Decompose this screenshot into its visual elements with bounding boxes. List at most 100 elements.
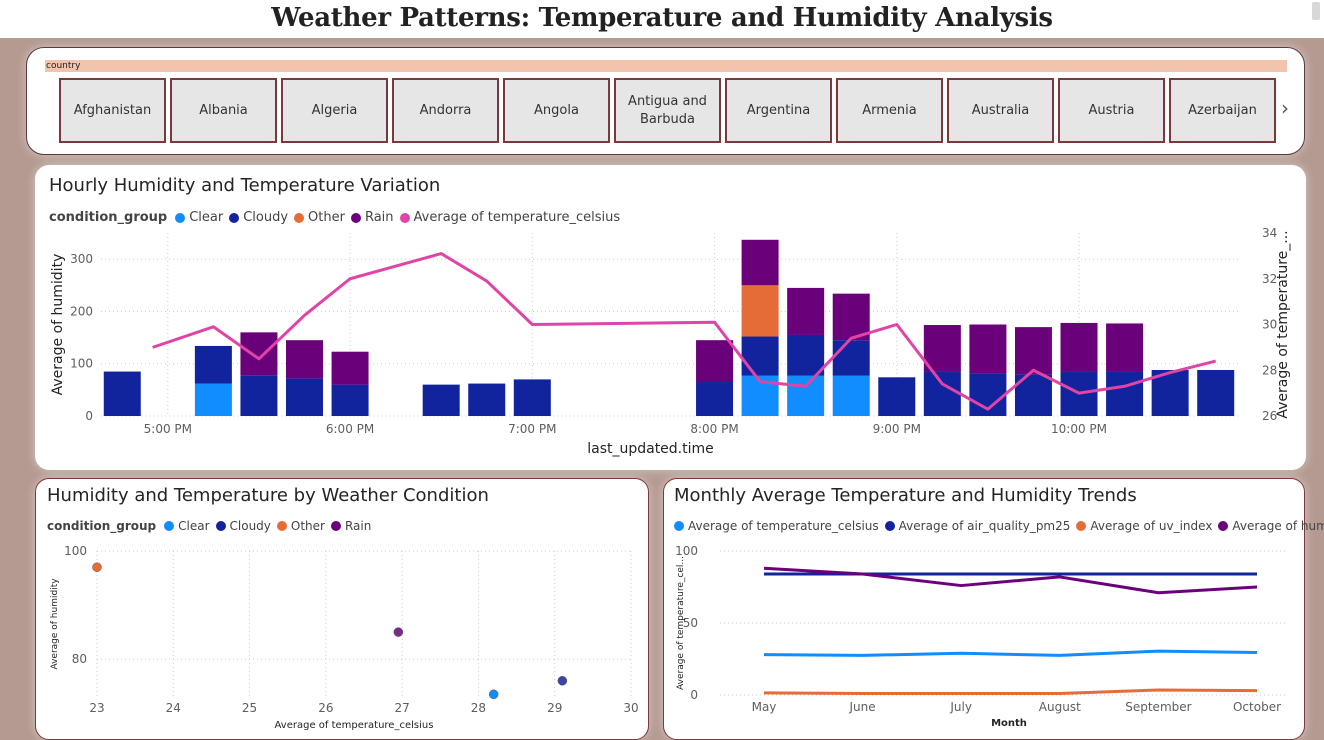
legend-item-temperature[interactable]: Average of temperature_celsius [674, 519, 879, 533]
country-tile[interactable]: Australia [947, 78, 1054, 143]
legend-item-other[interactable]: Other [294, 210, 345, 225]
chevron-right-icon[interactable]: › [1281, 96, 1289, 120]
y-tick-label: 80 [72, 652, 87, 666]
scatter-chart-card: Humidity and Temperature by Weather Cond… [35, 478, 649, 740]
legend-item-rain[interactable]: Rain [350, 210, 394, 225]
legend-dot-icon [1076, 521, 1087, 531]
legend-item-other[interactable]: Other [276, 519, 325, 533]
x-tick-label: August [1039, 700, 1081, 714]
scatter-chart-plot[interactable]: 80 100 23 24 25 26 27 28 29 30 Average of temperat… [36, 479, 650, 740]
country-slicer: country Afghanistan Albania Algeria Andorra… [26, 47, 1305, 155]
y-tick-label: 0 [690, 688, 698, 702]
bar-segment-cloudy [240, 375, 278, 416]
slicer-header: country [45, 60, 1287, 72]
series-line-0 [763, 649, 1258, 657]
y-tick-label: 100 [675, 544, 698, 558]
country-tile[interactable]: Afghanistan [59, 78, 166, 143]
country-tile[interactable]: Antigua and Barbuda [614, 78, 721, 143]
country-tile[interactable]: Angola [503, 78, 610, 143]
legend-label: Other [290, 519, 325, 533]
scatter-point-cloudy [557, 676, 568, 686]
y-tick-label: 50 [683, 616, 698, 630]
x-axis-label: Month [991, 718, 1027, 729]
bar-segment-cloudy [923, 371, 961, 416]
bar-segment-other [741, 285, 779, 337]
bar-segment-rain [240, 332, 278, 376]
bar-segment-rain [741, 239, 779, 286]
legend-dot-icon [674, 521, 684, 531]
country-tile[interactable]: Austria [1058, 78, 1165, 143]
legend-dot-icon [276, 521, 287, 531]
bar-segment-cloudy [331, 384, 369, 416]
legend-item-clear[interactable]: Clear [175, 210, 223, 225]
x-tick-label: 8:00 PM [690, 422, 738, 436]
bar-segment-cloudy [787, 334, 825, 376]
country-tile[interactable]: Argentina [725, 78, 832, 143]
x-tick-label: 27 [395, 701, 410, 715]
legend-label: Average of humidity [1232, 519, 1324, 533]
bar-segment-rain [286, 340, 324, 379]
legend-label: Cloudy [243, 210, 289, 225]
hourly-chart-card: Hourly Humidity and Temperature Variatio… [35, 165, 1306, 470]
legend-label: Rain [344, 519, 372, 533]
legend-dot-icon [229, 212, 240, 223]
legend-label: Other [308, 210, 345, 225]
legend-item-cloudy[interactable]: Cloudy [215, 519, 271, 533]
monthly-chart-plot[interactable]: 0 50 100 May June July August September October M… [664, 479, 1306, 740]
bar-segment-rain [1106, 323, 1144, 372]
x-tick-label: 29 [547, 701, 562, 715]
hourly-chart-plot[interactable]: 0 100 200 300 26 28 30 32 34 5:00 PM 6:00 PM 7:00 P… [35, 165, 1306, 470]
legend-label: Average of air_quality_pm25 [898, 519, 1071, 533]
bar-segment-clear [832, 375, 870, 416]
legend-dot-icon [215, 521, 226, 531]
scrollbar-thumb[interactable] [1312, 2, 1320, 20]
series-line-3 [763, 566, 1258, 595]
monthly-legend: Average of temperature_celsius Average o… [674, 519, 1324, 533]
country-tile[interactable]: Albania [170, 78, 277, 143]
country-tile[interactable]: Andorra [392, 78, 499, 143]
legend-label: Clear [189, 210, 224, 225]
x-tick-label: 6:00 PM [326, 422, 374, 436]
scatter-point-other [92, 562, 102, 572]
bar-segment-cloudy [832, 340, 870, 376]
x-tick-label: June [849, 700, 876, 714]
bar-segment-rain [1014, 327, 1052, 375]
scatter-chart-title: Humidity and Temperature by Weather Cond… [47, 485, 489, 506]
legend-label: Rain [364, 210, 394, 225]
country-tile[interactable]: Armenia [836, 78, 943, 143]
legend-dot-icon [884, 521, 895, 531]
x-tick-label: 10:00 PM [1051, 422, 1107, 436]
x-axis-label: last_updated.time [587, 441, 714, 457]
legend-item-uv[interactable]: Average of uv_index [1076, 519, 1212, 533]
bar-segment-cloudy [1197, 369, 1235, 416]
hourly-chart-title: Hourly Humidity and Temperature Variatio… [49, 175, 441, 196]
bar-segment-rain [832, 293, 870, 341]
x-tick-label: 28 [471, 701, 486, 715]
legend-label: Average of temperature_celsius [413, 210, 621, 225]
title-bar: Weather Patterns: Temperature and Humidi… [0, 0, 1324, 38]
legend-item-cloudy[interactable]: Cloudy [229, 210, 288, 225]
bar-segment-clear [194, 383, 232, 416]
y-tick-label: 0 [85, 409, 93, 423]
legend-item-humidity[interactable]: Average of humidity [1218, 519, 1324, 533]
x-tick-label: 9:00 PM [873, 422, 921, 436]
legend-item-temperature[interactable]: Average of temperature_celsius [399, 210, 621, 225]
y-tick-label: 300 [70, 252, 93, 266]
x-tick-label: September [1125, 700, 1191, 714]
y2-tick-label: 32 [1262, 272, 1277, 286]
country-tile[interactable]: Azerbaijan [1169, 78, 1276, 143]
legend-title: condition_group [49, 210, 168, 225]
bar-segment-cloudy [1106, 371, 1144, 416]
bar-segment-rain [1060, 322, 1098, 372]
y-axis-label: Average of humidity [50, 254, 66, 396]
legend-item-rain[interactable]: Rain [330, 519, 372, 533]
legend-item-clear[interactable]: Clear [164, 519, 210, 533]
country-tile[interactable]: Algeria [281, 78, 388, 143]
x-tick-label: 7:00 PM [508, 422, 556, 436]
x-tick-label: October [1233, 700, 1281, 714]
bar-segment-rain [923, 325, 961, 372]
y2-tick-label: 26 [1262, 409, 1277, 423]
legend-item-pm25[interactable]: Average of air_quality_pm25 [884, 519, 1071, 533]
bar-segment-cloudy [741, 336, 779, 376]
monthly-chart-card: Monthly Average Temperature and Humidity… [663, 478, 1324, 740]
